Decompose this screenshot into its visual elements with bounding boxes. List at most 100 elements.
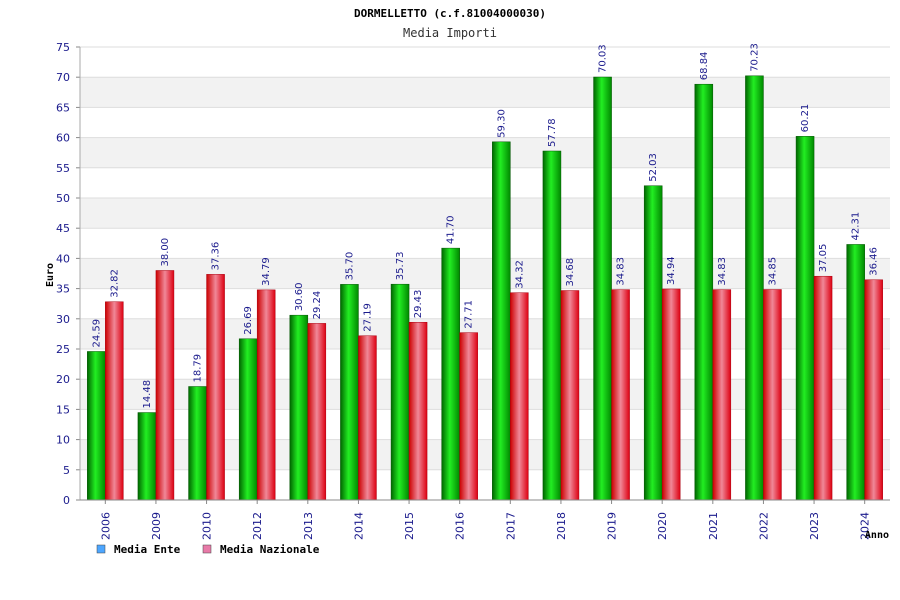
value-label: 30.60 [294, 283, 305, 312]
x-tick-label: 2013 [302, 512, 315, 540]
y-tick-label: 50 [56, 192, 70, 205]
x-tick-label: 2023 [808, 512, 821, 540]
bar-media-nazionale-2020 [661, 288, 681, 501]
chart-subtitle: Media Importi [403, 26, 497, 40]
value-label: 34.83 [616, 257, 627, 286]
chart-title: DORMELLETTO (c.f.81004000030) [354, 7, 546, 20]
y-tick-label: 45 [56, 222, 70, 235]
bar-media-nazionale-2012 [256, 289, 276, 501]
x-tick-label: 2006 [99, 512, 112, 540]
y-tick-label: 20 [56, 373, 70, 386]
x-tick-label: 2021 [707, 512, 720, 540]
bar-media-ente-2014 [340, 284, 359, 501]
y-tick-label: 10 [56, 434, 70, 447]
bar-media-ente-2022 [745, 75, 764, 501]
value-label: 59.30 [496, 109, 507, 138]
value-label: 34.94 [666, 256, 677, 285]
value-label: 32.82 [109, 269, 120, 298]
bar-media-ente-2016 [441, 247, 460, 501]
value-label: 18.79 [193, 354, 204, 383]
value-label: 38.00 [160, 238, 171, 267]
bar-media-nazionale-2014 [358, 335, 377, 501]
x-tick-label: 2012 [251, 512, 264, 540]
bar-media-nazionale-2023 [813, 275, 833, 501]
bar-media-nazionale-2006 [105, 301, 124, 501]
bar-media-nazionale-2024 [864, 279, 883, 501]
value-label: 34.68 [565, 258, 576, 287]
y-axis-label: Euro [45, 263, 56, 287]
legend-label-media-nazionale: Media Nazionale [220, 543, 320, 556]
x-axis: 2006 2009 2010 2012 2013 2014 2015 2016 2017 2018… [80, 499, 890, 540]
value-label: 26.69 [243, 306, 254, 335]
bar-media-ente-2024 [846, 244, 865, 501]
bar-media-ente-2006 [87, 351, 106, 501]
grid-band [80, 77, 890, 108]
bars [87, 75, 883, 501]
y-tick-label: 5 [63, 464, 70, 477]
x-tick-label: 2017 [504, 512, 517, 540]
grid-band [80, 198, 890, 229]
value-label: 14.48 [142, 380, 153, 409]
bar-media-nazionale-2010 [206, 274, 225, 501]
bar-media-nazionale-2013 [307, 323, 327, 501]
value-label: 70.03 [598, 44, 609, 73]
value-label: 34.32 [514, 260, 525, 289]
x-tick-label: 2020 [656, 512, 669, 540]
y-tick-label: 65 [56, 101, 70, 114]
x-tick-label: 2014 [352, 512, 365, 540]
value-label: 27.71 [464, 300, 475, 329]
value-label: 70.23 [749, 43, 760, 72]
legend-label-media-ente: Media Ente [114, 543, 181, 556]
y-tick-label: 25 [56, 343, 70, 356]
y-tick-label: 60 [56, 132, 70, 145]
value-label: 60.21 [800, 104, 811, 133]
y-tick-label: 75 [56, 41, 70, 54]
x-tick-label: 2015 [403, 512, 416, 540]
y-tick-label: 30 [56, 313, 70, 326]
bar-media-ente-2012 [238, 338, 258, 501]
x-tick-label: 2018 [555, 512, 568, 540]
bar-media-nazionale-2018 [560, 290, 580, 501]
value-label: 37.36 [211, 242, 222, 271]
value-label: 52.03 [648, 153, 659, 182]
value-label: 42.31 [851, 212, 862, 241]
grid-band [80, 137, 890, 168]
bar-media-ente-2015 [390, 283, 410, 501]
bar-media-nazionale-2022 [763, 289, 782, 501]
x-tick-label: 2019 [606, 512, 619, 540]
value-label: 37.05 [818, 244, 829, 273]
x-axis-label: Anno [865, 530, 889, 541]
value-label: 29.43 [413, 290, 424, 319]
x-tick-label: 2010 [201, 512, 214, 540]
x-tick-label: 2024 [859, 512, 872, 540]
value-label: 24.59 [91, 319, 102, 348]
bar-media-ente-2019 [593, 76, 612, 501]
value-labels: 24.59 32.82 14.48 38.00 18.79 37.36 26.69 34.79… [91, 43, 879, 408]
y-tick-label: 40 [56, 252, 70, 265]
y-tick-label: 70 [56, 71, 70, 84]
value-label: 34.83 [717, 257, 728, 286]
y-tick-label: 55 [56, 162, 70, 175]
bar-media-ente-2010 [188, 386, 207, 501]
value-label: 68.84 [699, 52, 710, 81]
value-label: 34.85 [767, 257, 778, 286]
bar-media-ente-2023 [795, 136, 815, 501]
bar-media-nazionale-2019 [611, 289, 630, 501]
y-tick-label: 15 [56, 403, 70, 416]
value-label: 41.70 [446, 215, 457, 244]
value-label: 36.46 [869, 247, 880, 276]
legend: Media Ente Media Nazionale [96, 543, 320, 556]
bar-media-nazionale-2015 [408, 321, 428, 501]
value-label: 27.19 [362, 303, 373, 332]
bar-media-ente-2018 [542, 150, 562, 501]
bar-media-nazionale-2017 [510, 292, 529, 501]
x-tick-label: 2009 [150, 512, 163, 540]
x-tick-label: 2022 [757, 512, 770, 540]
bar-media-ente-2013 [289, 314, 309, 501]
value-label: 29.24 [312, 291, 323, 320]
y-tick-label: 35 [56, 283, 70, 296]
bar-media-ente-2009 [137, 412, 157, 501]
y-tick-label: 0 [63, 494, 70, 507]
bar-media-nazionale-2021 [712, 289, 732, 501]
value-label: 57.78 [547, 118, 558, 147]
